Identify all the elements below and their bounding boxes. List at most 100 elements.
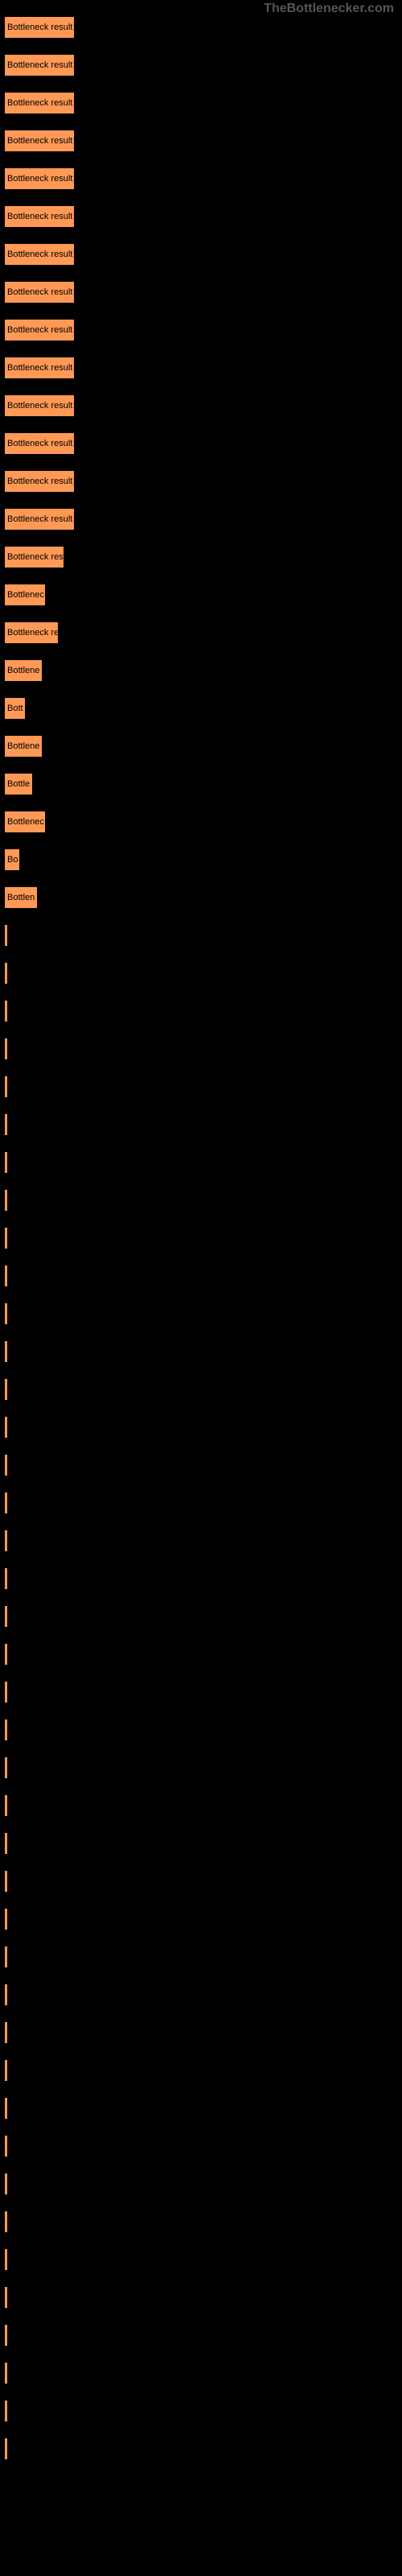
bar (4, 1757, 8, 1779)
bar-row (4, 1908, 398, 1930)
bar-row: Bottleneck result (4, 54, 398, 76)
bar (4, 1492, 8, 1514)
bar-row (4, 1038, 398, 1060)
bar-row (4, 2021, 398, 2044)
bar (4, 2021, 8, 2044)
bar: Bo (4, 848, 20, 871)
bar-row: Bottleneck result (4, 167, 398, 190)
bar-row: Bottleneck result (4, 130, 398, 152)
bar-row (4, 1302, 398, 1325)
bar-row (4, 1075, 398, 1098)
bar-row (4, 2362, 398, 2384)
chart-container: Bottleneck result Bottleneck result Bottle… (0, 0, 402, 2483)
bar-row (4, 1340, 398, 1363)
bar-row (4, 1113, 398, 1136)
bar (4, 1605, 8, 1628)
bar (4, 1643, 8, 1666)
bar-row: Bottleneck result (4, 508, 398, 530)
bar: Bottleneck result (4, 432, 75, 455)
bar-row: Bottlene (4, 735, 398, 758)
bar-row (4, 1605, 398, 1628)
bar-row: Bottlene (4, 659, 398, 682)
bar-row (4, 1757, 398, 1779)
bar: Bottleneck res (4, 546, 64, 568)
bar (4, 1227, 8, 1249)
bar (4, 2324, 8, 2347)
bar-row (4, 1265, 398, 1287)
bar-row (4, 1530, 398, 1552)
bar-row (4, 924, 398, 947)
bar: Bottleneck result (4, 54, 75, 76)
bar: Bottleneck result (4, 243, 75, 266)
bar (4, 1946, 8, 1968)
bar-row: Bott (4, 697, 398, 720)
bar-row (4, 1794, 398, 1817)
bar-row (4, 962, 398, 985)
bar (4, 1302, 8, 1325)
bar-row: Bottle (4, 773, 398, 795)
bar-row: Bottlenec (4, 584, 398, 606)
bar (4, 1000, 8, 1022)
bar-row: Bottleneck result (4, 92, 398, 114)
bar (4, 1908, 8, 1930)
bar: Bottleneck result (4, 319, 75, 341)
bar (4, 2059, 8, 2082)
bar-row (4, 1984, 398, 2006)
bar-row (4, 1227, 398, 1249)
bar: Bottleneck result (4, 508, 75, 530)
bar-row (4, 1946, 398, 1968)
bar (4, 1113, 8, 1136)
bar-row (4, 1454, 398, 1476)
bar (4, 962, 8, 985)
bar: Bottlenec (4, 811, 46, 833)
bar-row (4, 2211, 398, 2233)
bar-row: Bottlen (4, 886, 398, 909)
bar-row (4, 2173, 398, 2195)
bar-row (4, 2059, 398, 2082)
bar: Bottlene (4, 659, 43, 682)
bar (4, 1340, 8, 1363)
bar-row (4, 1492, 398, 1514)
bar-row (4, 2400, 398, 2422)
bar (4, 2211, 8, 2233)
bar (4, 1832, 8, 1855)
bar-row (4, 2286, 398, 2309)
bar (4, 2286, 8, 2309)
bar-row (4, 1870, 398, 1893)
bar-row: Bottleneck result (4, 281, 398, 303)
bar (4, 1075, 8, 1098)
bar-row: Bottleneck result (4, 470, 398, 493)
bar-row: Bottleneck result (4, 243, 398, 266)
bar-row (4, 1719, 398, 1741)
bar-row: Bottlenec (4, 811, 398, 833)
bar: Bottleneck result (4, 130, 75, 152)
bar-row (4, 2135, 398, 2157)
bar: Bottlene (4, 735, 43, 758)
bar (4, 924, 8, 947)
bar-row: Bottleneck result (4, 205, 398, 228)
bar: Bottleneck result (4, 394, 75, 417)
bar-row: Bo (4, 848, 398, 871)
bar-row: Bottleneck result (4, 319, 398, 341)
bar: Bottleneck re (4, 621, 59, 644)
bar: Bott (4, 697, 26, 720)
bar-row: Bottleneck res (4, 546, 398, 568)
bar-row: Bottleneck result (4, 394, 398, 417)
bar-row (4, 1681, 398, 1703)
bar (4, 1416, 8, 1439)
bar (4, 2135, 8, 2157)
bar: Bottleneck result (4, 16, 75, 39)
bar: Bottleneck result (4, 167, 75, 190)
bar (4, 1567, 8, 1590)
bar (4, 1038, 8, 1060)
bar (4, 2438, 8, 2460)
bar-row: Bottleneck result (4, 432, 398, 455)
bars-area: Bottleneck result Bottleneck result Bottle… (4, 16, 398, 2460)
bar (4, 1454, 8, 1476)
bar: Bottlenec (4, 584, 46, 606)
bar-row (4, 1832, 398, 1855)
bar-row (4, 1567, 398, 1590)
bar (4, 1794, 8, 1817)
bar (4, 1870, 8, 1893)
bar: Bottleneck result (4, 205, 75, 228)
